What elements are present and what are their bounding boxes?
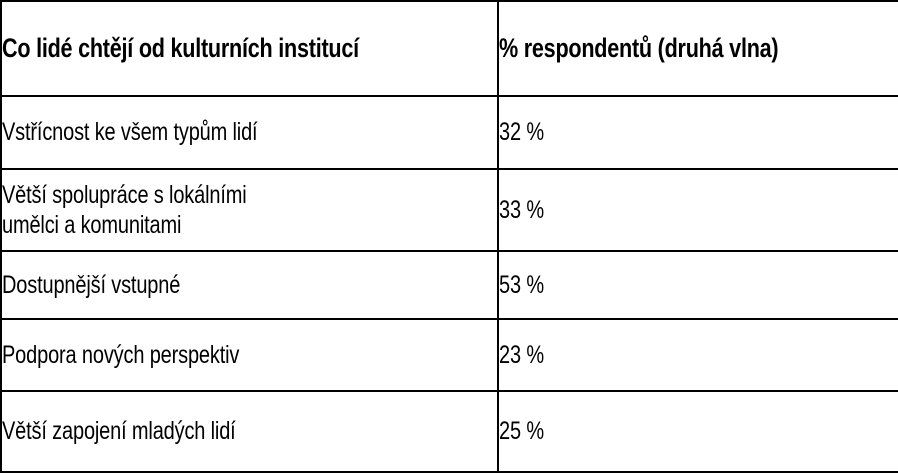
row-label: Vstřícnost ke všem typům lidí (2, 118, 258, 147)
row-value: 53 % (499, 270, 544, 299)
row-value-cell: 32 % (497, 95, 898, 170)
row-value-cell: 53 % (497, 250, 898, 320)
row-value: 23 % (499, 340, 544, 369)
row-value-cell: 25 % (497, 390, 898, 473)
table-row: Podpora nových perspektiv 23 % (0, 318, 898, 392)
table-header-row: Co lidé chtějí od kulturních institucí %… (0, 0, 898, 97)
row-label-cell: Vstřícnost ke všem typům lidí (0, 95, 499, 170)
column-header-respondents: % respondentů (druhá vlna) (497, 0, 898, 97)
row-label-cell: Větší spolupráce s lokálními umělci a ko… (0, 168, 499, 252)
column-header-question: Co lidé chtějí od kulturních institucí (0, 0, 499, 97)
row-label-cell: Podpora nových perspektiv (0, 318, 499, 392)
table-row: Dostupnější vstupné 53 % (0, 250, 898, 320)
row-label: Dostupnější vstupné (2, 270, 181, 299)
row-label: Větší spolupráce s lokálními umělci a ko… (2, 180, 247, 240)
row-value-cell: 23 % (497, 318, 898, 392)
row-label: Větší zapojení mladých lidí (2, 417, 236, 446)
table-row: Větší spolupráce s lokálními umělci a ko… (0, 168, 898, 252)
row-label-cell: Dostupnější vstupné (0, 250, 499, 320)
row-value: 33 % (499, 195, 544, 224)
row-label: Podpora nových perspektiv (2, 340, 240, 369)
column-header-respondents-label: % respondentů (druhá vlna) (499, 33, 779, 64)
row-value-cell: 33 % (497, 168, 898, 252)
column-header-question-label: Co lidé chtějí od kulturních institucí (2, 33, 359, 64)
table-row: Větší zapojení mladých lidí 25 % (0, 390, 898, 473)
row-label-cell: Větší zapojení mladých lidí (0, 390, 499, 473)
table-row: Vstřícnost ke všem typům lidí 32 % (0, 95, 898, 170)
row-value: 32 % (499, 118, 544, 147)
row-value: 25 % (499, 417, 544, 446)
